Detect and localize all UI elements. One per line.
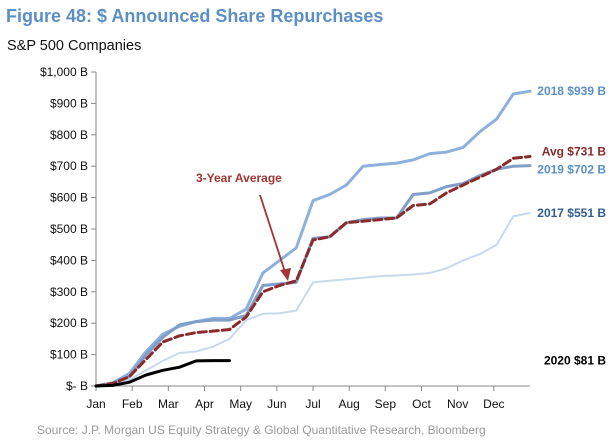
y-tick-label: $500 B: [50, 222, 88, 236]
y-tick-label: $400 B: [50, 253, 88, 267]
y-tick-label: $1,000 B: [40, 65, 88, 79]
chart-subtitle: S&P 500 Companies: [7, 38, 142, 54]
y-tick-label: $200 B: [50, 316, 88, 330]
annotation-arrowhead: [280, 268, 291, 281]
annotation-arrow: [259, 194, 287, 276]
x-tick-label: Dec: [483, 397, 504, 411]
series-end-label-avg: Avg $731 B: [542, 144, 607, 158]
x-tick-label: Jul: [305, 397, 320, 411]
y-tick-label: $800 B: [50, 128, 88, 142]
x-tick-label: Jan: [86, 397, 105, 411]
y-tick-label: $700 B: [50, 159, 88, 173]
x-tick-label: Mar: [158, 397, 179, 411]
series-end-label-2019: 2019 $702 B: [537, 163, 606, 177]
series-line-2019: [94, 164, 532, 388]
y-tick-label: $- B: [66, 379, 88, 393]
chart-title: Figure 48: $ Announced Share Repurchases: [6, 6, 384, 26]
series-line-avg: [94, 155, 532, 388]
x-tick-label: Aug: [338, 397, 359, 411]
series-line-2020: [94, 359, 231, 388]
x-tick-label: Sep: [375, 397, 397, 411]
series-line-2017: [95, 212, 531, 387]
x-tick-label: Oct: [412, 397, 431, 411]
y-tick-label: $100 B: [50, 348, 88, 362]
y-tick-label: $900 B: [50, 96, 88, 110]
x-tick-label: May: [229, 397, 252, 411]
x-tick-label: Jun: [267, 397, 286, 411]
y-tick-label: $600 B: [50, 191, 88, 205]
x-tick-label: Apr: [195, 397, 214, 411]
series-end-label-2020: 2020 $81 B: [544, 354, 606, 368]
x-tick-label: Nov: [447, 397, 468, 411]
annotation-label: 3-Year Average: [196, 171, 282, 185]
x-tick-label: Feb: [122, 397, 143, 411]
source-note: Source: J.P. Morgan US Equity Strategy &…: [37, 423, 486, 437]
y-tick-label: $300 B: [50, 285, 88, 299]
series-end-label-2017: 2017 $551 B: [537, 206, 606, 220]
series-end-label-2018: 2018 $939 B: [537, 84, 606, 98]
